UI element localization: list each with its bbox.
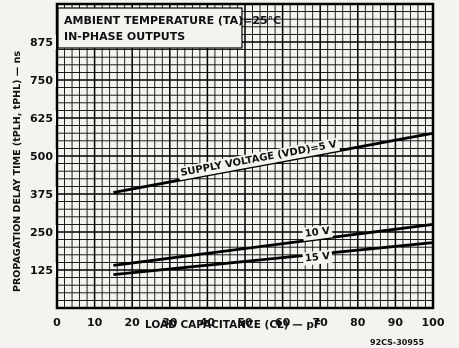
series-label-5v-bg [177,137,341,181]
x-tick-label: 80 [350,316,366,329]
series-label-10v-bg [302,224,333,242]
series-label-10v-group: 10 V [302,224,333,242]
y-tick-label-bg [32,263,56,277]
title-line-1: AMBIENT TEMPERATURE (TA)=25°C [64,14,281,27]
x-tick-label: 40 [200,316,216,329]
x-tick-label: 10 [87,316,103,329]
y-tick-labels: 125 250 375 500 625 750 875 [30,35,56,277]
series-label-15v: 15 V [304,251,330,264]
x-tick-label: 50 [237,316,253,329]
figure-code: 92CS-30955 [370,338,425,347]
y-tick-label: 750 [30,74,53,87]
x-tick-label: 30 [162,316,178,329]
x-tick-label: 70 [313,316,329,329]
y-tick-label-bg [32,111,56,125]
y-tick-label-bg [32,149,56,163]
y-tick-label: 875 [30,36,53,49]
series-line-15v [113,241,434,276]
y-tick-label: 625 [30,112,53,125]
y-tick-label: 500 [30,150,53,163]
x-tick-label: 60 [275,316,291,329]
x-tick-label: 20 [125,316,141,329]
series-label-10v: 10 V [304,226,331,240]
series-label-15v-group: 15 V [302,249,333,266]
x-tick-label: 0 [53,316,61,329]
y-tick-label-bg [32,225,56,239]
series-line-10v [113,223,434,267]
x-tick-label: 90 [388,316,404,329]
y-tick-label-bg [32,187,56,201]
y-axis-label: PROPAGATION DELAY TIME (tPLH, tPHL) — ns [12,51,23,292]
y-tick-label: 375 [30,188,53,201]
y-tick-label: 250 [30,226,53,239]
title-box-frame [57,7,243,49]
y-tick-label: 125 [30,264,53,277]
plot-frame [55,2,435,310]
y-tick-label-bg [32,73,56,87]
title-line-2: IN-PHASE OUTPUTS [64,30,185,43]
y-tick-label-bg [32,35,56,49]
x-tick-labels: 0 10 20 30 40 50 60 70 80 90 100 [53,316,445,329]
x-axis-label: LOAD CAPACITANCE (CL) — pF [145,319,321,331]
x-tick-label: 100 [422,316,445,329]
title-box: AMBIENT TEMPERATURE (TA)=25°C IN-PHASE O… [57,7,281,49]
series-label-15v-bg [302,249,333,266]
